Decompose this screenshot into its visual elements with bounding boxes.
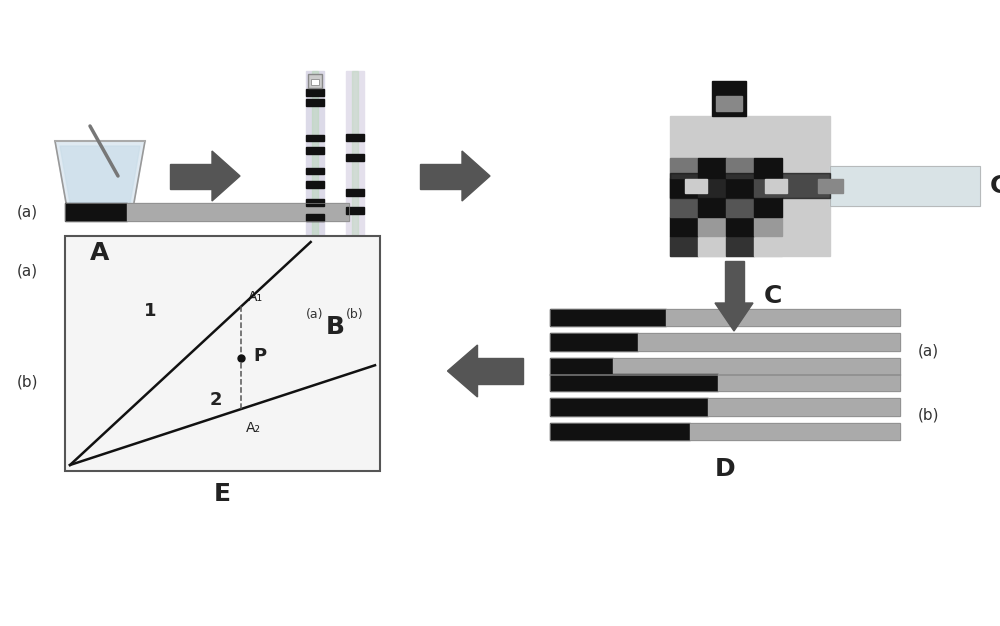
Bar: [306, 148, 324, 154]
Bar: [670, 237, 698, 256]
Bar: [830, 166, 980, 206]
Polygon shape: [55, 141, 145, 211]
Text: (a): (a): [306, 308, 324, 321]
Bar: [726, 217, 754, 237]
Bar: [550, 398, 900, 416]
Bar: [306, 90, 324, 96]
Bar: [698, 158, 726, 178]
Bar: [352, 71, 358, 296]
Bar: [718, 374, 900, 391]
Text: C: C: [990, 174, 1000, 198]
Bar: [550, 357, 900, 375]
Bar: [670, 217, 698, 237]
Bar: [311, 79, 319, 85]
Bar: [726, 237, 754, 256]
Bar: [685, 179, 707, 193]
Bar: [716, 96, 742, 111]
Text: E: E: [214, 482, 231, 506]
Bar: [754, 197, 782, 217]
Bar: [65, 203, 349, 221]
Bar: [550, 423, 690, 440]
Bar: [306, 200, 324, 206]
Bar: [726, 197, 754, 217]
Bar: [346, 134, 364, 141]
Bar: [65, 203, 127, 221]
Bar: [306, 71, 324, 296]
Text: A: A: [90, 241, 110, 265]
Bar: [726, 178, 754, 197]
Bar: [818, 179, 843, 193]
Polygon shape: [462, 151, 490, 201]
Bar: [420, 163, 462, 188]
Polygon shape: [60, 146, 140, 206]
Bar: [670, 173, 830, 198]
Bar: [670, 158, 698, 178]
Bar: [346, 71, 364, 296]
Bar: [65, 236, 380, 471]
Text: (b): (b): [346, 308, 364, 321]
Bar: [312, 71, 318, 296]
Text: C: C: [764, 284, 782, 308]
Bar: [754, 237, 782, 256]
Bar: [550, 423, 900, 440]
Bar: [698, 197, 726, 217]
Text: (b): (b): [918, 408, 940, 423]
Bar: [550, 357, 613, 375]
Bar: [550, 309, 666, 326]
Bar: [550, 333, 900, 351]
Bar: [346, 154, 364, 161]
Text: (a): (a): [918, 343, 939, 358]
Bar: [127, 203, 349, 221]
Bar: [306, 182, 324, 188]
Bar: [754, 178, 782, 197]
Bar: [550, 309, 900, 326]
Text: (b): (b): [16, 374, 38, 389]
Bar: [765, 179, 787, 193]
Bar: [550, 374, 900, 391]
Text: A₂: A₂: [245, 421, 260, 435]
Bar: [306, 135, 324, 141]
Polygon shape: [212, 151, 240, 201]
Bar: [638, 333, 900, 351]
Bar: [550, 333, 638, 351]
Bar: [670, 197, 698, 217]
Bar: [613, 357, 900, 375]
Bar: [708, 398, 900, 416]
Bar: [306, 100, 324, 106]
Bar: [698, 237, 726, 256]
Bar: [690, 423, 900, 440]
Bar: [346, 207, 364, 214]
Bar: [550, 374, 718, 391]
Bar: [308, 74, 322, 88]
Bar: [306, 168, 324, 174]
Bar: [698, 178, 726, 197]
Text: P: P: [253, 347, 267, 364]
Bar: [666, 309, 900, 326]
Bar: [830, 166, 980, 206]
Polygon shape: [715, 303, 753, 331]
Bar: [754, 217, 782, 237]
Bar: [724, 261, 744, 303]
Bar: [306, 215, 324, 221]
Text: D: D: [715, 457, 735, 481]
Text: 1: 1: [144, 302, 156, 320]
Bar: [698, 217, 726, 237]
Text: B: B: [325, 315, 344, 339]
Text: (a): (a): [16, 264, 38, 279]
Bar: [170, 163, 212, 188]
Bar: [754, 158, 782, 178]
Bar: [346, 189, 364, 196]
Bar: [726, 158, 754, 178]
Bar: [478, 358, 522, 384]
Text: A₁: A₁: [247, 290, 263, 304]
Bar: [550, 398, 708, 416]
Bar: [670, 116, 830, 256]
Text: (a): (a): [16, 205, 38, 220]
Bar: [670, 178, 698, 197]
Polygon shape: [447, 345, 478, 397]
Text: 2: 2: [210, 391, 222, 409]
Bar: [712, 81, 746, 116]
